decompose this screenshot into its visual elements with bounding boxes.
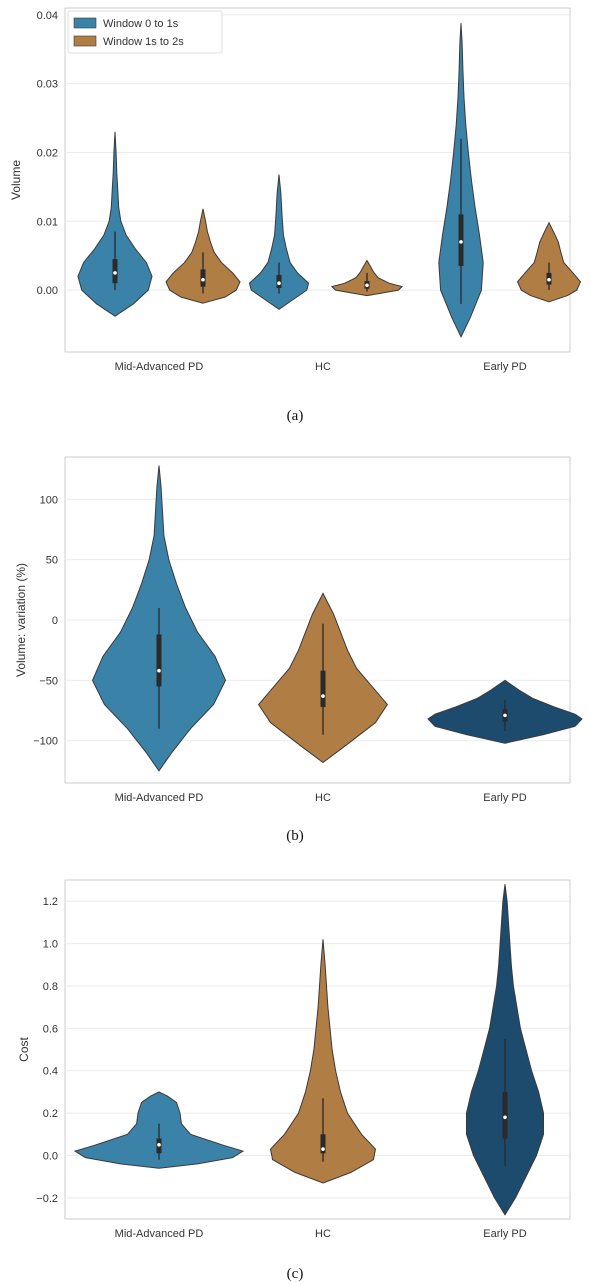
violin-median-point xyxy=(547,277,551,282)
legend: Window 0 to 1s Window 1s to 2s xyxy=(67,10,223,54)
plot-frame xyxy=(64,7,571,353)
panel-caption: (c) xyxy=(287,1266,304,1282)
y-tick-label: 0.2 xyxy=(43,1108,58,1120)
y-tick-label: 0.01 xyxy=(37,216,58,228)
x-tick-label: Early PD xyxy=(483,1228,526,1240)
x-tick-label: HC xyxy=(315,792,331,804)
y-axis-label: Volume xyxy=(9,160,23,200)
panel-caption: (b) xyxy=(286,828,304,844)
y-tick-label: 0.0 xyxy=(43,1150,58,1162)
x-tick-label: HC xyxy=(315,1228,331,1240)
legend-swatch xyxy=(73,35,97,47)
violin-median-point xyxy=(277,281,281,286)
violin-series1-cat1 xyxy=(77,131,153,317)
y-tick-label: 0.04 xyxy=(37,10,58,22)
x-tick-label: Early PD xyxy=(483,792,526,804)
y-axis-label: Cost xyxy=(17,1037,31,1062)
violin-median-point xyxy=(503,1115,507,1120)
y-axis-label: Volume: variation (%) xyxy=(14,563,28,677)
x-tick-label: Mid-Advanced PD xyxy=(115,1228,204,1240)
y-tick-label: 0.00 xyxy=(37,285,58,297)
violin-iqr-box xyxy=(156,634,162,687)
violin-median-point xyxy=(321,1147,325,1151)
x-tick-label: Mid-Advanced PD xyxy=(115,792,204,804)
violin-median-point xyxy=(201,277,205,282)
violin-iqr-box xyxy=(502,1091,508,1139)
y-tick-label: 0.03 xyxy=(37,79,58,91)
y-tick-label: −50 xyxy=(39,675,58,687)
x-tick-label: Mid-Advanced PD xyxy=(115,361,204,373)
violin-median-point xyxy=(157,668,161,673)
y-tick-label: 50 xyxy=(46,555,58,567)
violin-iqr-box xyxy=(320,1134,326,1154)
y-tick-label: 0.6 xyxy=(43,1023,58,1035)
legend-box xyxy=(67,10,223,54)
violin-series2-cat3 xyxy=(516,221,582,303)
y-tick-label: 0.02 xyxy=(37,147,58,159)
legend-entry: Window 1s to 2s xyxy=(103,36,184,48)
violin-series1-cat2 xyxy=(248,174,310,310)
chart-panel-1: 0.00 0.01 0.02 0.03 0.04 Volume Mid-Advanced P… xyxy=(9,7,582,424)
violin-median-point xyxy=(113,271,117,275)
legend-swatch xyxy=(73,17,97,29)
chart-panel-3: −0.2 0.0 0.2 0.4 0.6 0.8 1.0 1.2 Cost Mid-Advance… xyxy=(17,879,571,1282)
y-tick-label: 100 xyxy=(40,494,58,506)
y-tick-label: −0.2 xyxy=(36,1193,58,1205)
violin-cat2 xyxy=(269,939,377,1184)
violin-median-point xyxy=(459,240,463,244)
y-tick-label: −100 xyxy=(33,736,58,748)
violin-iqr-box xyxy=(320,670,326,707)
x-tick-label: HC xyxy=(315,361,331,373)
y-tick-label: 1.0 xyxy=(43,939,58,951)
y-tick-label: 0.8 xyxy=(43,981,58,993)
y-tick-label: 1.2 xyxy=(43,896,58,908)
violin-median-point xyxy=(365,283,369,288)
chart-panel-2: −100 −50 0 50 100 Volume: variation (%) Mid-Ad… xyxy=(14,456,583,844)
x-tick-label: Early PD xyxy=(483,361,526,373)
violin-median-point xyxy=(157,1143,161,1147)
violin-median-point xyxy=(503,713,507,718)
y-tick-label: 0 xyxy=(52,615,58,627)
legend-entry: Window 0 to 1s xyxy=(103,18,179,30)
panel-caption: (a) xyxy=(287,408,304,424)
violin-median-point xyxy=(321,694,325,698)
y-tick-label: 0.4 xyxy=(43,1066,58,1078)
